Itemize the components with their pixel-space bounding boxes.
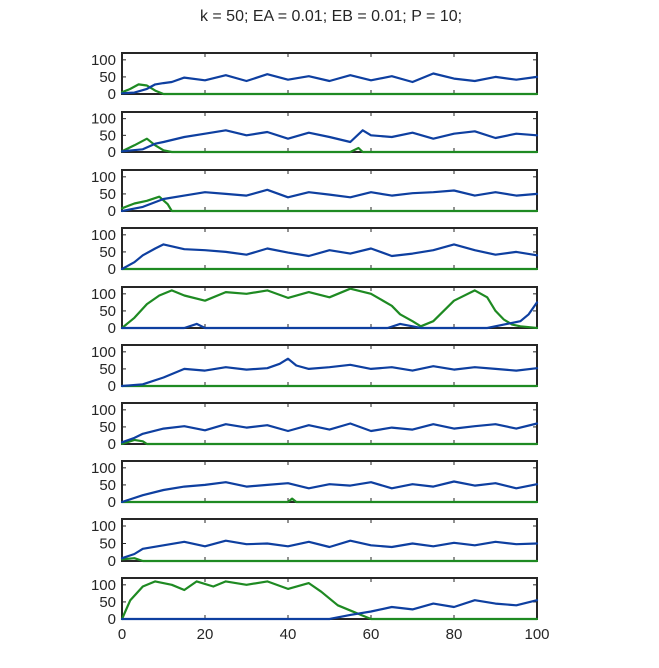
y-tick-label: 50 <box>99 69 116 86</box>
y-tick-label: 100 <box>91 577 116 594</box>
y-tick-label: 100 <box>91 52 116 69</box>
series-line-green <box>120 195 539 213</box>
panel-frame <box>121 518 538 562</box>
series-line-blue <box>120 357 539 388</box>
y-tick-label: 0 <box>108 494 116 511</box>
x-tick-label: 60 <box>363 626 380 643</box>
panel-frame <box>121 169 538 212</box>
series-line-blue <box>120 129 539 153</box>
panel-frame <box>121 402 538 445</box>
series-line-blue <box>120 301 539 330</box>
x-tick-label: 0 <box>118 626 126 643</box>
y-tick-label: 0 <box>108 144 116 161</box>
series-line-green <box>120 438 539 446</box>
y-tick-label: 0 <box>108 86 116 103</box>
y-tick-label: 0 <box>108 261 116 278</box>
panel-frame <box>121 52 538 95</box>
y-tick-label: 0 <box>108 611 116 628</box>
x-tick-label: 80 <box>446 626 463 643</box>
y-tick-label: 50 <box>99 186 116 203</box>
y-tick-label: 100 <box>91 344 116 361</box>
series-line-blue <box>120 539 539 560</box>
x-tick-label: 40 <box>280 626 297 643</box>
y-tick-label: 100 <box>91 169 116 186</box>
y-tick-label: 50 <box>99 244 116 261</box>
panels-container: 0501000501000501000501000501000501000501… <box>91 52 550 643</box>
y-tick-label: 50 <box>99 419 116 436</box>
series-line-green <box>120 137 539 154</box>
y-tick-label: 100 <box>91 111 116 128</box>
series-line-blue <box>120 480 539 504</box>
series-line-green <box>120 580 539 621</box>
x-tick-label: 20 <box>197 626 214 643</box>
y-tick-label: 100 <box>91 460 116 477</box>
series-line-green <box>120 287 539 330</box>
series-line-green <box>120 557 539 563</box>
y-tick-label: 100 <box>91 518 116 535</box>
y-tick-label: 100 <box>91 227 116 244</box>
y-tick-label: 50 <box>99 361 116 378</box>
series-line-green <box>120 83 539 96</box>
y-tick-label: 50 <box>99 536 116 553</box>
chart-title: k = 50; EA = 0.01; EB = 0.01; P = 10; <box>200 8 462 25</box>
y-tick-label: 50 <box>99 594 116 611</box>
series-line-blue <box>120 422 539 444</box>
panel-frame <box>121 344 538 387</box>
series-line-blue <box>120 72 539 95</box>
series-line-green <box>120 497 539 504</box>
x-tick-label: 100 <box>524 626 549 643</box>
y-tick-label: 0 <box>108 553 116 570</box>
y-tick-label: 100 <box>91 402 116 419</box>
panel-frame <box>121 286 538 329</box>
y-tick-label: 100 <box>91 286 116 303</box>
y-tick-label: 50 <box>99 303 116 320</box>
series-line-blue <box>120 188 539 213</box>
y-tick-label: 50 <box>99 477 116 494</box>
series-line-blue <box>120 599 539 621</box>
y-tick-label: 0 <box>108 436 116 453</box>
y-tick-label: 0 <box>108 378 116 395</box>
y-tick-label: 0 <box>108 320 116 337</box>
panel-frame <box>121 460 538 503</box>
series-line-blue <box>120 243 539 271</box>
y-tick-label: 50 <box>99 127 116 144</box>
y-tick-label: 0 <box>108 203 116 220</box>
